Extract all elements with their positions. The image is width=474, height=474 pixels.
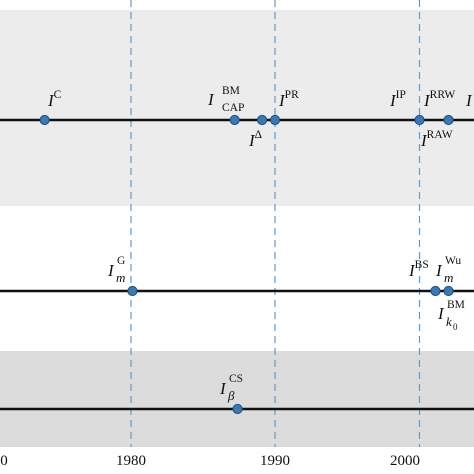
label-IIP: IIP [389,89,406,110]
label-ImWu-sup: Wu [445,255,461,267]
label-cut-off-right: I [465,91,473,110]
event-labels: IC I BM CAP IΔ IPR IIP IRRW IRAW I I G m… [47,85,473,403]
label-IBM-k0-sub: k [446,314,452,329]
label-IBM-CAP: I [207,90,215,109]
tick-label-0: 0 [0,453,8,469]
event-point-row1-1 [229,114,240,126]
label-ImWu-sub: m [444,270,453,285]
label-IRRW: IRRW [423,89,455,110]
event-point-row1-0 [39,114,50,126]
tick-label-1980: 1980 [116,453,146,469]
label-ImG-sup: G [117,255,125,267]
x-axis-tick-labels: 0 1980 1990 2000 [0,453,420,469]
label-IBM-k0: I [437,304,445,323]
label-IDelta: IΔ [248,129,262,150]
label-IRAW: IRAW [420,129,453,150]
event-point-row2-0 [127,285,138,297]
tick-label-2000: 2000 [390,453,420,469]
label-IbetaCS-sub: β [227,388,235,403]
label-IBM-k0-subsub: 0 [453,322,458,332]
event-point-row2-2 [443,285,454,297]
label-ImWu: I [435,261,443,280]
event-point-row1-4 [414,114,425,126]
event-point-row1-5 [443,114,454,126]
label-ImG-sub: m [116,270,125,285]
band-row-3 [0,351,474,447]
tick-label-1990: 1990 [260,453,290,469]
event-point-row1-2 [256,114,268,126]
label-IBM-k0-sup: BM [447,299,465,311]
label-IbetaCS-sup: CS [229,373,243,385]
label-IBM-CAP-sup: BM [222,85,240,97]
event-point-row1-3 [269,114,281,126]
event-point-row2-1 [430,285,441,297]
label-ImG: I [107,261,115,280]
label-IBS: IBS [408,259,429,280]
year-guide-lines [130,0,421,447]
label-IbetaCS: I [219,379,227,398]
label-IC: IC [47,89,62,110]
event-points [39,114,454,415]
label-IBM-CAP-sub: CAP [222,102,244,114]
band-row-1 [0,10,474,206]
event-point-row3-0 [232,403,243,415]
label-IPR: IPR [278,89,299,110]
